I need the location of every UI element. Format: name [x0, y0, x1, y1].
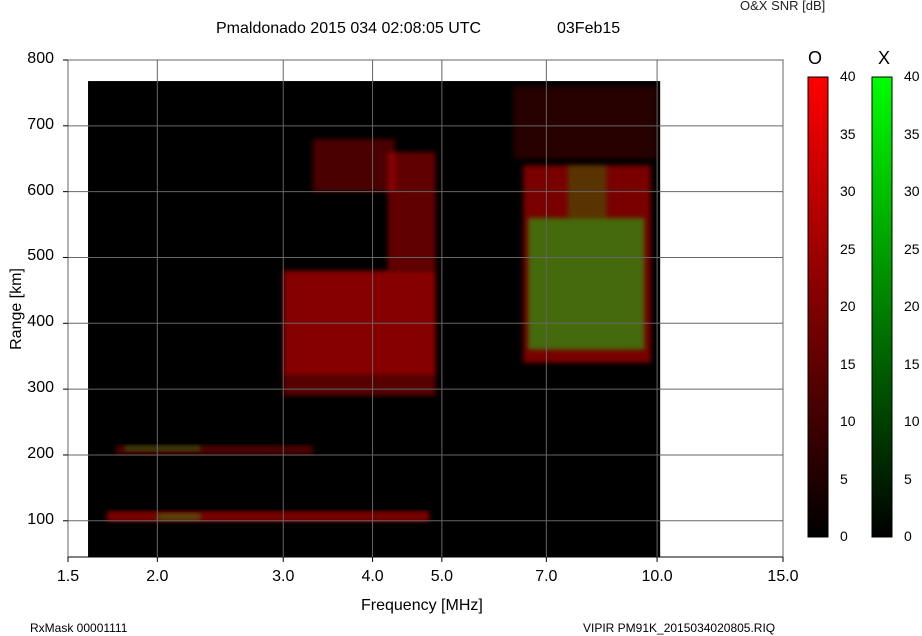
colorbar-tick-label: 40 — [904, 68, 920, 84]
colorbar-tick-label: 30 — [904, 183, 920, 199]
colorbar-tick-label: 5 — [904, 470, 912, 487]
ionogram-data-layer — [88, 81, 661, 557]
colorbar-tick-label: 5 — [840, 470, 848, 487]
o-mode-echo-0 — [115, 445, 313, 455]
o-mode-echo-1 — [106, 510, 430, 523]
x-mode-echo-2 — [528, 217, 645, 350]
x-mode-echo-1 — [157, 512, 201, 521]
colorbar-tick-label: 20 — [904, 298, 920, 314]
colorbar-x-label: X — [877, 48, 891, 68]
colorbar-o-label: O — [807, 48, 823, 68]
colorbar-tick-label: 10 — [904, 413, 920, 429]
x-tick-label: 4.0 — [361, 568, 384, 585]
snr-title: O&X SNR [dB] — [740, 0, 826, 13]
y-tick-label: 100 — [27, 510, 54, 528]
chart-date: 03Feb15 — [557, 20, 621, 37]
colorbar-tick-label: 20 — [840, 298, 856, 314]
colorbar-x — [871, 76, 893, 538]
x-tick-label: 5.0 — [430, 568, 453, 585]
o-mode-echo-7 — [513, 86, 658, 159]
x-tick-label: 15.0 — [767, 568, 799, 585]
o-mode-echo-5 — [312, 138, 396, 192]
colorbar-tick-label: 0 — [904, 528, 912, 544]
y-tick-label: 200 — [27, 444, 54, 462]
x-tick-label: 1.5 — [56, 568, 80, 585]
rxmask-label: RxMask 00001111 — [30, 621, 128, 635]
y-axis-label: Range [km] — [8, 268, 25, 350]
y-tick-label: 600 — [27, 181, 54, 199]
x-axis-label: Frequency [MHz] — [361, 597, 483, 614]
colorbar-tick-label: 15 — [904, 355, 920, 372]
y-tick-label: 800 — [27, 50, 54, 67]
x-tick-label: 10.0 — [641, 568, 673, 585]
chart-title: Pmaldonado 2015 034 02:08:05 UTC — [216, 20, 482, 37]
colorbar-tick-label: 10 — [840, 413, 856, 429]
colorbar-o — [807, 76, 829, 538]
o-mode-echo-4 — [387, 152, 436, 271]
colorbar-tick-label: 35 — [904, 125, 920, 142]
colorbar-tick-label: 40 — [840, 68, 856, 84]
colorbar-tick-label: 25 — [904, 240, 920, 257]
colorbar-tick-label: 15 — [840, 355, 856, 372]
x-mode-echo-0 — [124, 445, 201, 452]
x-tick-label: 3.0 — [272, 568, 295, 585]
y-tick-label: 400 — [27, 313, 54, 331]
colorbar-tick-label: 0 — [840, 528, 848, 544]
o-mode-echo-2 — [283, 375, 436, 396]
colorbar-tick-label: 25 — [840, 240, 856, 257]
y-tick-label: 700 — [27, 115, 54, 133]
y-tick-label: 300 — [27, 379, 54, 397]
x-tick-label: 2.0 — [146, 568, 169, 585]
grid-lines — [63, 59, 784, 562]
colorbar-tick-label: 35 — [840, 125, 856, 142]
colorbar-tick-label: 30 — [840, 183, 856, 199]
file-label: VIPIR PM91K_2015034020805.RIQ — [583, 621, 776, 635]
y-tick-label: 500 — [27, 247, 54, 265]
x-tick-label: 7.0 — [535, 568, 558, 585]
